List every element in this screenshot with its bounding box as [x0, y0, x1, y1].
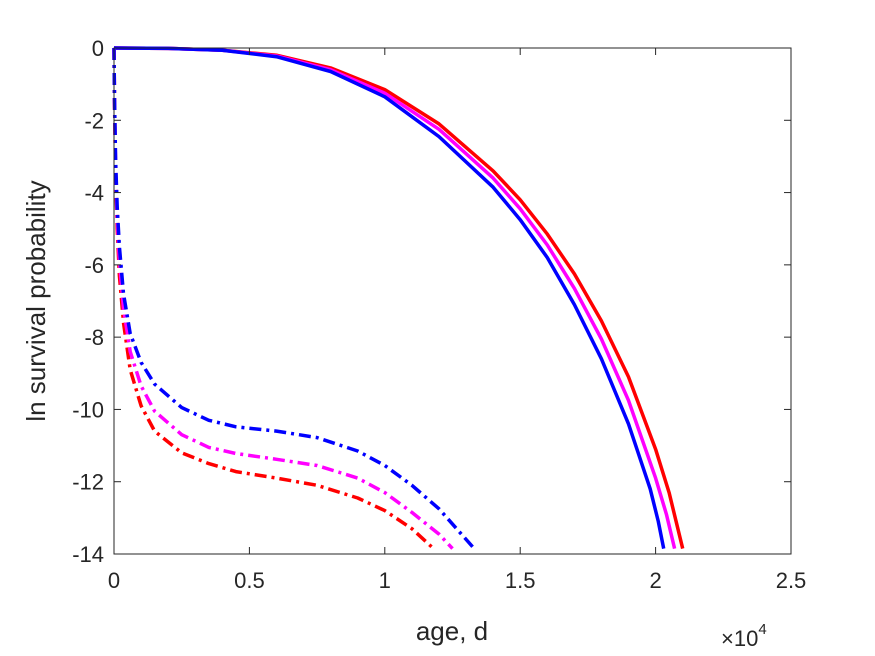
plot-area — [114, 48, 791, 554]
x-axis-label: age, d — [416, 616, 488, 646]
y-tick-label-3: -6 — [84, 253, 104, 278]
x-tick-label-1: 0.5 — [234, 568, 265, 593]
x-tick-label-4: 2 — [649, 568, 661, 593]
x-axis-multiplier-base: ×10 — [721, 626, 758, 651]
ticks-group — [113, 47, 792, 555]
y-tick-label-6: -12 — [72, 470, 104, 495]
x-axis-multiplier-exponent: 4 — [758, 621, 766, 638]
series-line-3-dashdot — [112, 47, 435, 550]
y-tick-label-2: -4 — [84, 181, 104, 206]
y-tick-label-7: -14 — [72, 542, 104, 567]
y-tick-label-4: -8 — [84, 325, 104, 350]
y-axis-label: ln survival probability — [21, 180, 51, 421]
y-tick-label-5: -10 — [72, 397, 104, 422]
axes-box — [113, 47, 792, 555]
x-tick-label-0: 0 — [108, 568, 120, 593]
x-tick-label-5: 2.5 — [776, 568, 807, 593]
x-tick-label-3: 1.5 — [505, 568, 536, 593]
series-line-5-dashdot — [112, 47, 476, 550]
x-tick-label-2: 1 — [379, 568, 391, 593]
y-tick-label-1: -2 — [84, 108, 104, 133]
y-tick-labels: 0 -2 -4 -6 -8 -10 -12 -14 — [72, 36, 104, 567]
x-axis-multiplier: ×104 — [721, 621, 767, 651]
x-tick-labels: 0 0.5 1 1.5 2 2.5 — [108, 568, 806, 593]
y-tick-label-0: 0 — [92, 36, 104, 61]
